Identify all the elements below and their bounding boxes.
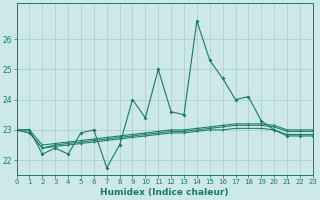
X-axis label: Humidex (Indice chaleur): Humidex (Indice chaleur) [100, 188, 229, 197]
